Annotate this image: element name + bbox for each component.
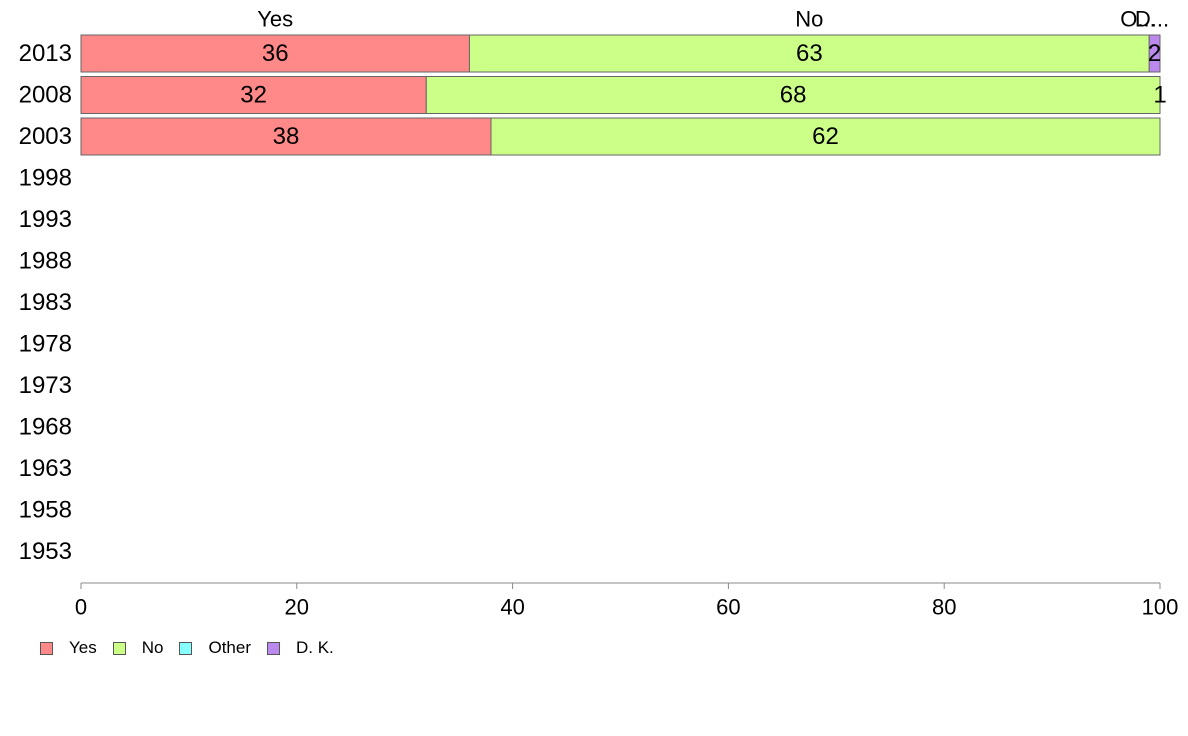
category-label: 1968 <box>19 414 72 441</box>
legend-item: Other <box>179 638 251 658</box>
x-tick-label: 0 <box>75 595 87 620</box>
category-label: 2003 <box>19 123 72 150</box>
category-label: 1958 <box>19 497 72 524</box>
series-top-label: D... <box>1135 7 1169 32</box>
category-label: 1983 <box>19 289 72 316</box>
series-top-label: No <box>795 7 823 32</box>
legend-item: D. K. <box>267 638 334 658</box>
category-label: 1993 <box>19 206 72 233</box>
x-tick-label: 100 <box>1142 595 1179 620</box>
legend-swatch <box>112 641 126 655</box>
data-label: 38 <box>273 123 300 150</box>
legend: Yes No Other D. K. <box>40 638 350 658</box>
data-label: 36 <box>262 40 289 67</box>
legend-item: No <box>112 638 164 658</box>
legend-label: No <box>141 638 164 657</box>
category-label: 1998 <box>19 165 72 192</box>
bar-segment <box>490 117 1161 156</box>
category-label: 1973 <box>19 372 72 399</box>
x-tick-label: 20 <box>285 595 309 620</box>
bar-segment <box>1148 34 1161 73</box>
legend-label: Other <box>208 638 251 657</box>
x-tick-label: 40 <box>500 595 524 620</box>
category-label: 1963 <box>19 455 72 482</box>
category-label: 1988 <box>19 248 72 275</box>
series-top-label: Yes <box>257 7 293 32</box>
legend-item: Yes <box>40 638 97 658</box>
legend-label: Yes <box>69 638 97 657</box>
category-label: 2008 <box>19 82 72 109</box>
legend-swatch <box>179 641 193 655</box>
series-top-label: O... <box>1120 7 1155 32</box>
data-label: 62 <box>812 123 839 150</box>
category-label: 1953 <box>19 538 72 565</box>
category-label: 2013 <box>19 40 72 67</box>
legend-swatch <box>40 641 53 655</box>
legend-swatch <box>267 641 280 655</box>
data-label: 32 <box>240 82 267 109</box>
x-tick-label: 80 <box>932 595 956 620</box>
data-label: 68 <box>780 82 807 109</box>
x-tick-label: 60 <box>716 595 740 620</box>
data-label: 2 <box>1148 40 1161 67</box>
category-label: 1978 <box>19 331 72 358</box>
data-label: 1 <box>1153 82 1166 109</box>
bar-segment <box>80 117 492 156</box>
legend-label: D. K. <box>296 638 334 657</box>
bar-segment <box>80 34 470 73</box>
data-label: 63 <box>796 40 823 67</box>
bar-segment <box>425 76 1161 114</box>
bar-segment <box>468 34 1150 73</box>
